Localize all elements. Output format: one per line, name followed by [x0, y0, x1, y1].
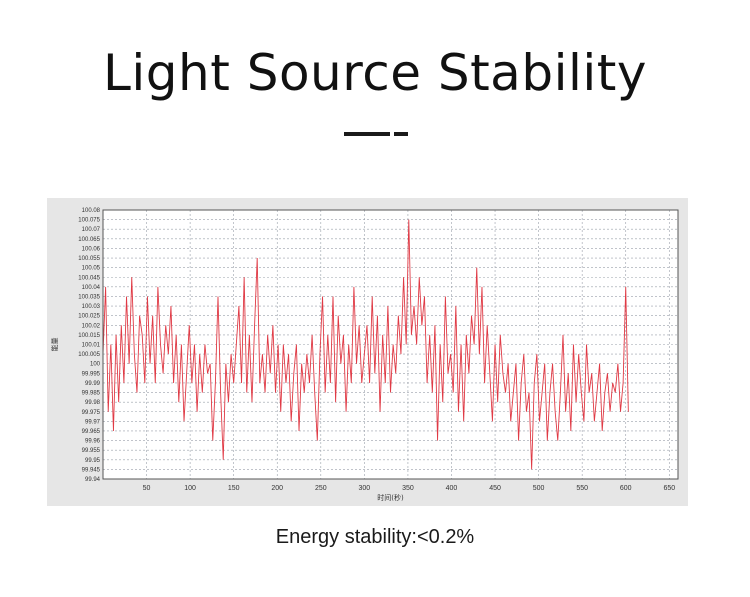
title-underline-short: [394, 132, 408, 136]
x-tick-label: 50: [143, 485, 151, 492]
y-tick-label: 100.065: [78, 237, 100, 243]
y-tick-label: 99.975: [82, 410, 101, 416]
y-tick-label: 99.945: [82, 467, 101, 473]
y-tick-label: 99.995: [82, 371, 101, 377]
x-tick-labels: 50 100 150 200 250 300 350 400 450 500 550 600 650: [143, 485, 676, 492]
y-tick-label: 100.015: [78, 333, 100, 339]
x-tick-label: 300: [359, 485, 371, 492]
y-tick-label: 99.985: [82, 391, 101, 397]
y-axis-label: 能量: [50, 338, 59, 352]
y-tick-labels: 99.94 99.945 99.95 99.955 99.96 99.965 99.97 99…: [78, 208, 100, 483]
x-tick-label: 650: [663, 485, 675, 492]
stability-line-chart: 99.94 99.945 99.95 99.955 99.96 99.965 99.97 99…: [50, 208, 679, 502]
y-tick-label: 99.97: [85, 419, 101, 425]
y-tick-label: 100.035: [78, 294, 100, 300]
y-tick-label: 99.955: [82, 448, 101, 454]
y-tick-label: 99.95: [85, 458, 101, 464]
y-tick-label: 100.03: [82, 304, 101, 310]
y-tick-label: 99.94: [85, 477, 101, 483]
y-tick-label: 100.05: [82, 266, 101, 272]
y-tick-label: 100.04: [82, 285, 101, 291]
x-tick-label: 150: [228, 485, 240, 492]
grid-lines: [103, 209, 678, 480]
stability-caption: Energy stability:<0.2%: [275, 526, 475, 548]
x-axis-label: 时间(秒): [377, 493, 404, 502]
y-tick-label: 99.96: [85, 439, 101, 445]
y-tick-label: 100.045: [78, 275, 100, 281]
x-tick-label: 600: [620, 485, 632, 492]
y-tick-label: 100.075: [78, 218, 100, 224]
x-tick-label: 200: [271, 485, 283, 492]
x-tick-label: 500: [533, 485, 545, 492]
title-underline-long: [344, 132, 390, 136]
x-tick-label: 450: [489, 485, 501, 492]
x-tick-label: 350: [402, 485, 414, 492]
chart-panel: 99.94 99.945 99.95 99.955 99.96 99.965 99.97 99…: [47, 198, 688, 506]
y-tick-label: 99.98: [85, 400, 101, 406]
x-tick-label: 400: [446, 485, 458, 492]
x-tick-label: 100: [184, 485, 196, 492]
y-tick-label: 100.06: [82, 246, 101, 252]
x-tick-label: 250: [315, 485, 327, 492]
page-title: Light Source Stability: [103, 44, 647, 102]
y-tick-label: 100: [90, 362, 101, 368]
y-tick-label: 100.08: [82, 208, 101, 214]
y-tick-label: 100.01: [82, 343, 101, 349]
x-tick-label: 550: [576, 485, 588, 492]
y-tick-label: 100.055: [78, 256, 100, 262]
y-tick-label: 100.025: [78, 314, 100, 320]
series-line: [102, 219, 629, 470]
y-tick-label: 100.07: [82, 227, 101, 233]
y-tick-label: 99.965: [82, 429, 101, 435]
y-tick-label: 99.99: [85, 381, 101, 387]
y-tick-label: 100.005: [78, 352, 100, 358]
y-tick-label: 100.02: [82, 323, 101, 329]
plot-border: [102, 209, 679, 480]
